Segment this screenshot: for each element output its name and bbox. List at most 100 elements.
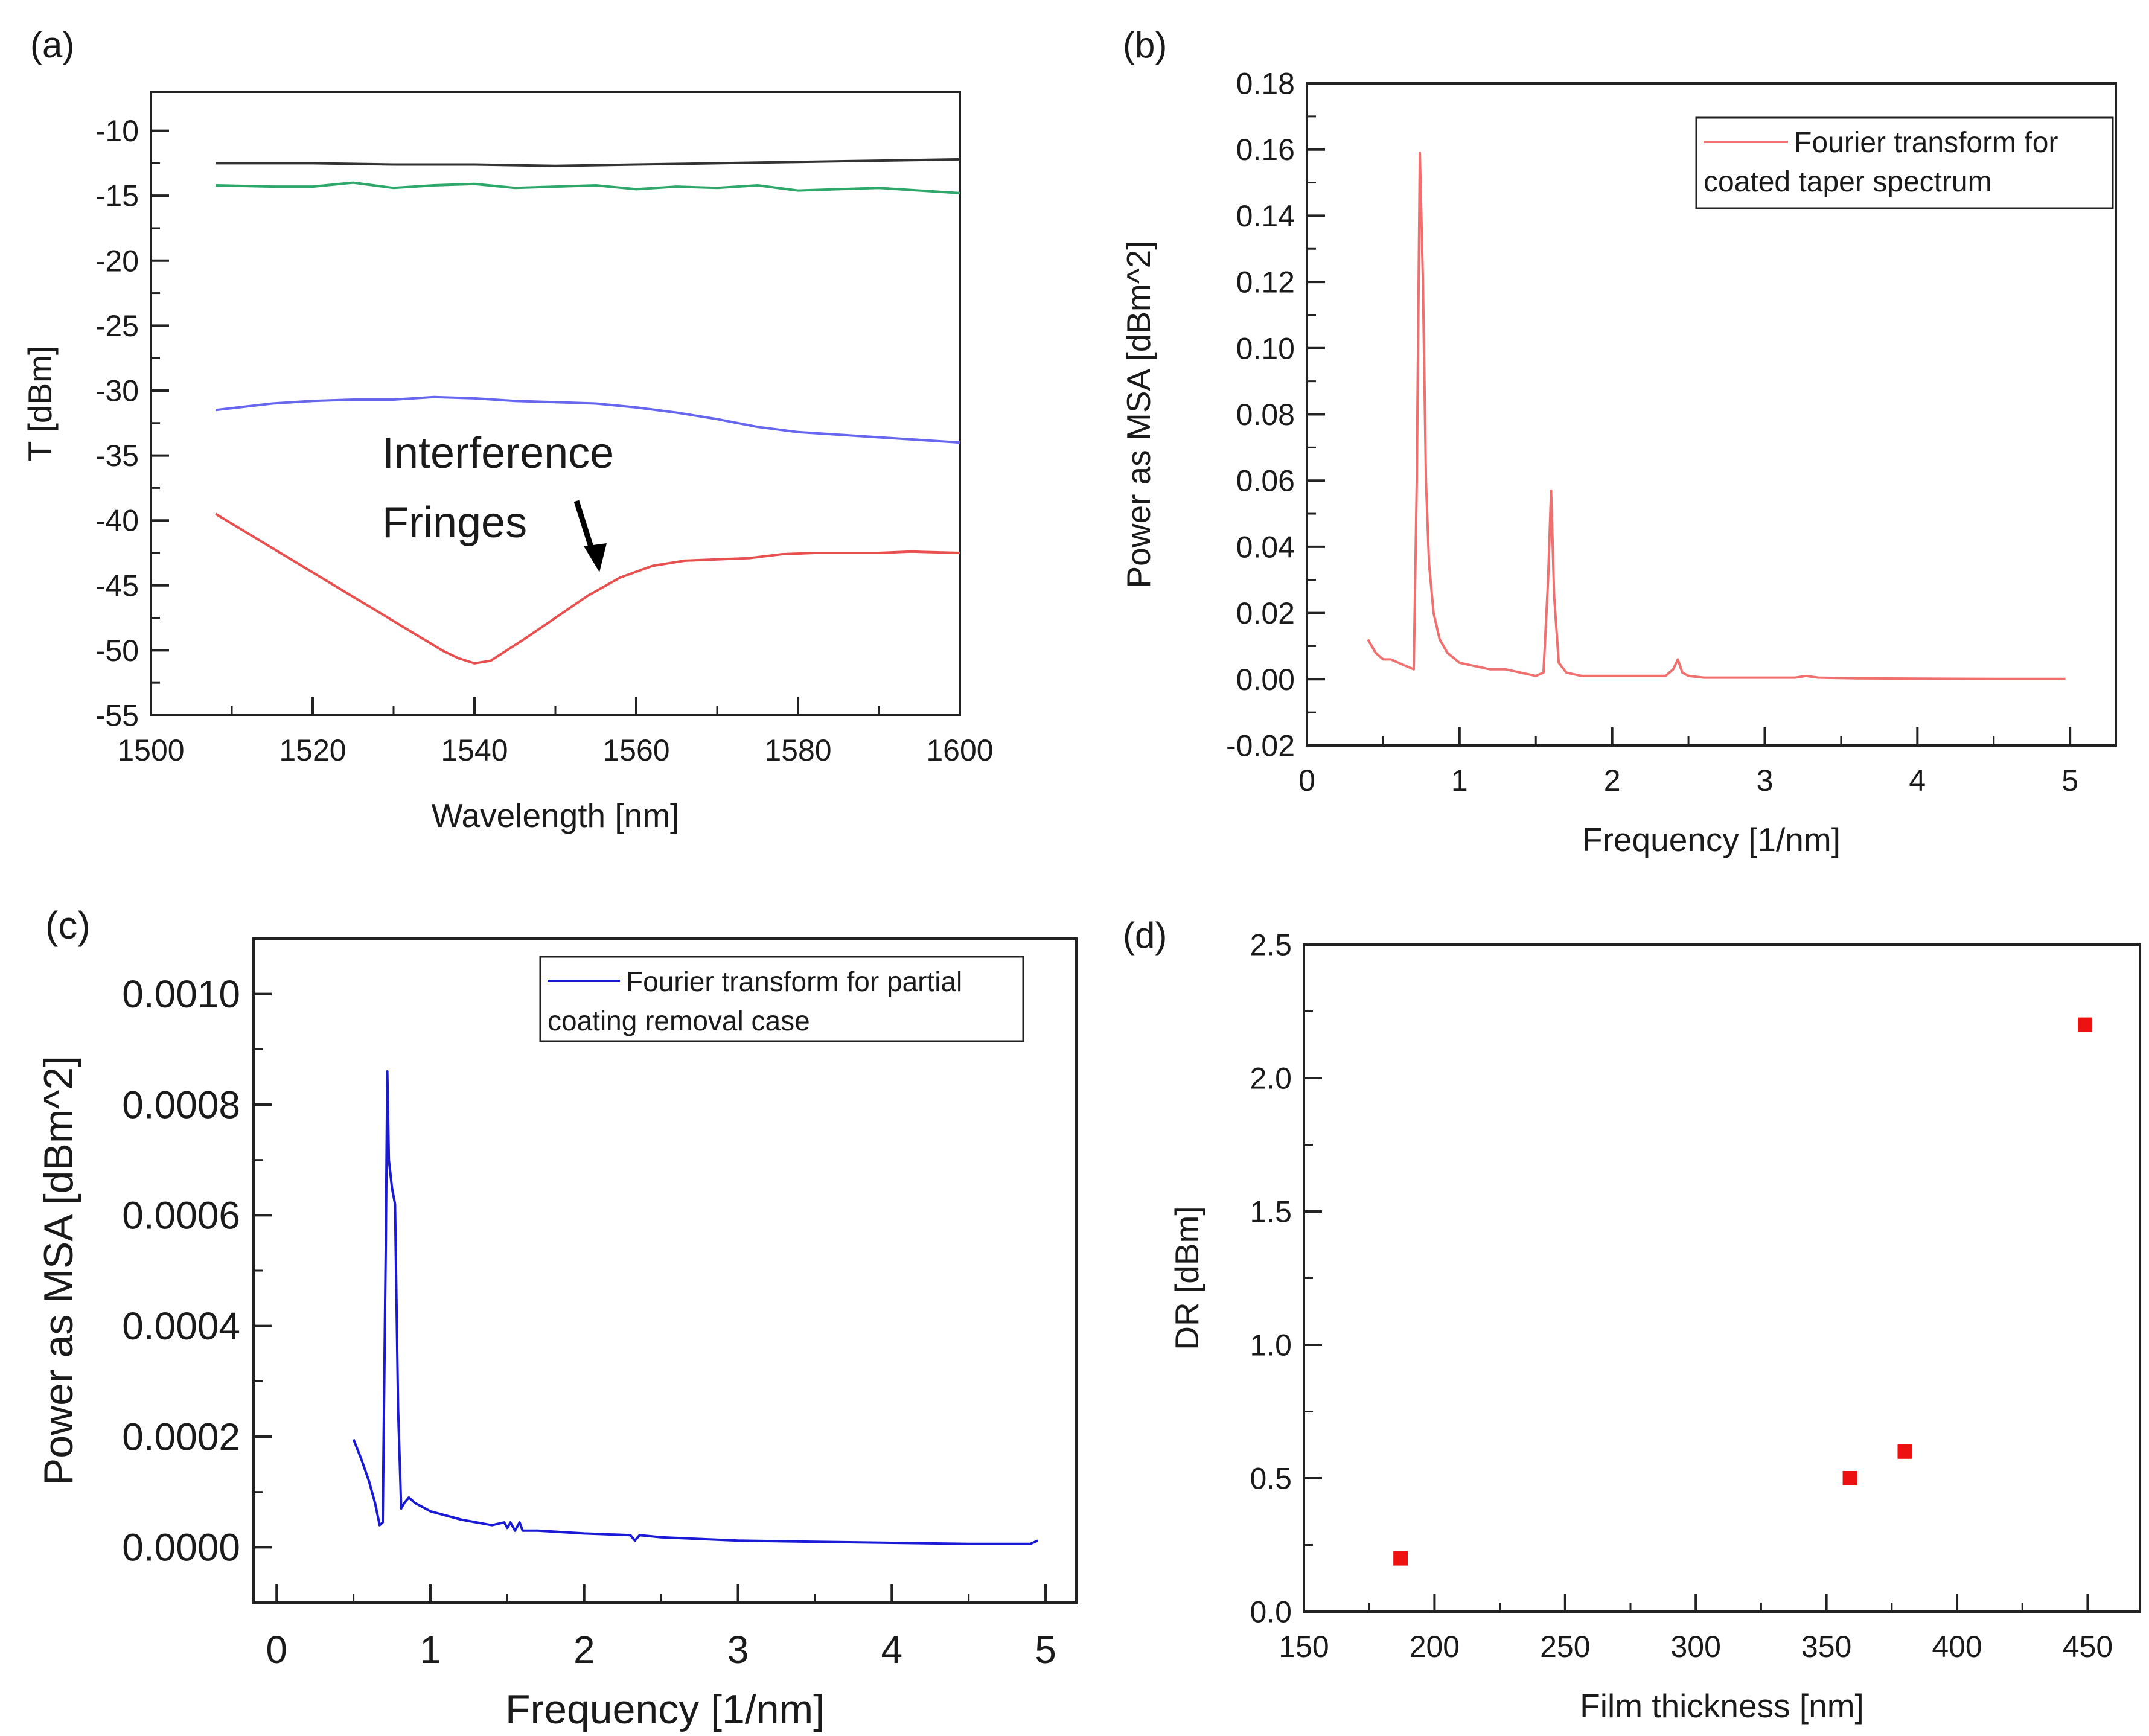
y-tick-label: 2.0 — [1250, 1062, 1292, 1096]
x-tick-label: 1500 — [117, 733, 184, 767]
y-axis-label: DR [dBm] — [1168, 1206, 1205, 1350]
x-tick-label: 4 — [1909, 764, 1926, 797]
panel-label-a: (a) — [30, 25, 74, 65]
x-tick-label: 250 — [1540, 1630, 1590, 1664]
y-tick-label: 0.0008 — [122, 1083, 240, 1126]
x-tick-label: 3 — [1757, 764, 1774, 797]
y-tick-label: 0.10 — [1236, 331, 1295, 365]
x-tick-label: 4 — [881, 1628, 902, 1671]
legend-text-line2: coated taper spectrum — [1704, 166, 1992, 198]
x-tick-label: 0 — [266, 1628, 287, 1671]
plot-c: 0 1 2 3 4 5 0.0000 0.0002 0.0004 0.0006 0.0008 0.00… — [36, 937, 1078, 1732]
x-tick-label: 1600 — [926, 733, 993, 767]
panel-a: (a) 1500 1520 1540 1560 1580 1600 -55 -50 -45 -40… — [21, 25, 994, 834]
x-tick-label: 450 — [2063, 1630, 2113, 1664]
x-tick-label: 0 — [1298, 764, 1315, 797]
y-tick-label: 0.5 — [1250, 1462, 1292, 1496]
plot-d: 150 200 250 300 350 400 450 0.0 0.5 1.0 1.5 2.0 2.5 F… — [1168, 928, 2141, 1725]
y-tick-label: 0.08 — [1236, 398, 1295, 432]
y-tick-label: 1.5 — [1250, 1195, 1292, 1229]
series-line-0 — [352, 1070, 1039, 1545]
panel-label-b: (b) — [1123, 25, 1167, 65]
y-tick-label: 0.12 — [1236, 266, 1295, 299]
y-tick-label: -45 — [95, 569, 139, 602]
panel-d: (d) 150 200 250 300 350 400 450 0.0 0.5 1.0 1.5 2.0… — [1123, 915, 2141, 1725]
y-tick-label: -25 — [95, 309, 139, 343]
y-tick-label: -10 — [95, 114, 139, 148]
legend: Fourier transform for partial coating rem… — [539, 956, 1024, 1042]
y-tick-label: 0.0002 — [122, 1415, 240, 1458]
y-axis-label: T [dBm] — [21, 346, 59, 462]
series-line-2 — [215, 395, 960, 444]
panel-b: (b) 0 1 2 3 4 5-0.020.000.020.040.060.080.100… — [1120, 25, 2117, 858]
annotation-fringes: Fringes — [382, 499, 527, 547]
panel-label-c: (c) — [45, 904, 91, 947]
data-point — [1842, 1471, 1857, 1485]
series-line-1 — [216, 181, 960, 194]
plot-frame-d — [1303, 943, 2141, 1613]
x-tick-label: 1580 — [764, 733, 831, 767]
x-tick-label: 1560 — [602, 733, 669, 767]
y-tick-label: 0.00 — [1236, 663, 1295, 697]
y-tick-label: 0.02 — [1236, 596, 1295, 630]
x-tick-label: 1 — [1451, 764, 1468, 797]
legend-text-line1: Fourier transform for partial — [626, 966, 962, 997]
x-tick-label: 3 — [727, 1628, 749, 1671]
plot-a: 1500 1520 1540 1560 1580 1600 -55 -50 -45 -40 -35 -… — [21, 91, 994, 834]
y-tick-label: 0.04 — [1236, 530, 1295, 564]
legend-text-line2: coating removal case — [548, 1005, 810, 1036]
y-tick-label: 0.0 — [1250, 1595, 1292, 1629]
y-tick-label: -0.02 — [1226, 729, 1295, 763]
y-tick-label: 2.5 — [1250, 928, 1292, 962]
x-tick-label: 300 — [1671, 1630, 1721, 1664]
y-tick-label: 0.0010 — [122, 972, 240, 1016]
panel-label-d: (d) — [1123, 915, 1167, 956]
x-tick-label: 2 — [1604, 764, 1621, 797]
y-tick-label: -20 — [95, 244, 139, 278]
legend-text-line1: Fourier transform for — [1794, 127, 2058, 159]
y-tick-label: -40 — [95, 504, 139, 538]
x-tick-label: 150 — [1279, 1630, 1329, 1664]
data-point — [1393, 1551, 1408, 1566]
x-tick-label: 1520 — [279, 733, 346, 767]
y-tick-label: 0.0004 — [122, 1304, 240, 1348]
x-tick-label: 400 — [1932, 1630, 1982, 1664]
y-tick-label: 0.14 — [1236, 199, 1295, 233]
series-line-0 — [1367, 152, 2066, 680]
data-point — [1897, 1444, 1912, 1459]
y-tick-label: 0.0000 — [122, 1526, 240, 1569]
data-point — [2078, 1017, 2093, 1032]
x-tick-label: 5 — [2061, 764, 2078, 797]
panel-c: (c) 0 1 2 3 4 5 0.0000 0.0002 0.0004 0.0006 0.0008… — [36, 904, 1078, 1732]
y-tick-label: 0.0006 — [122, 1194, 240, 1237]
x-tick-label: 1 — [420, 1628, 441, 1671]
legend: Fourier transform for coated taper spectr… — [1695, 116, 2114, 209]
x-tick-label: 350 — [1801, 1630, 1851, 1664]
x-tick-label: 200 — [1410, 1630, 1460, 1664]
annotation-interference: Interference — [382, 429, 614, 477]
plot-b: 0 1 2 3 4 5 -0.02 0.00 0.02 0.04 0.06 0.08 0.10 0.12 0… — [1120, 67, 2117, 858]
legend-box — [1695, 116, 2114, 209]
y-tick-label: -55 — [95, 699, 139, 733]
x-tick-label: 5 — [1035, 1628, 1056, 1671]
annotation-arrowhead — [584, 543, 607, 572]
y-tick-label: 1.0 — [1250, 1329, 1292, 1362]
x-axis-label: Frequency [1/nm] — [505, 1687, 825, 1732]
x-axis-label: Frequency [1/nm] — [1582, 821, 1841, 858]
y-tick-label: 0.18 — [1236, 67, 1295, 101]
y-tick-label: -30 — [95, 374, 139, 407]
x-axis-label: Film thickness [nm] — [1580, 1687, 1864, 1725]
y-tick-label: -35 — [95, 439, 139, 473]
y-tick-label: 0.16 — [1236, 133, 1295, 167]
y-tick-label: 0.06 — [1236, 464, 1295, 498]
y-axis-label: Power as MSA [dBm^2] — [1120, 240, 1157, 588]
series-line-3 — [215, 512, 960, 665]
y-tick-label: -50 — [95, 634, 139, 668]
x-tick-label: 2 — [573, 1628, 595, 1671]
y-tick-label: -15 — [95, 179, 139, 213]
legend-box — [539, 956, 1024, 1042]
x-axis-label: Wavelength [nm] — [432, 797, 680, 834]
series-line-0 — [216, 158, 960, 167]
y-axis-label: Power as MSA [dBm^2] — [36, 1056, 81, 1485]
